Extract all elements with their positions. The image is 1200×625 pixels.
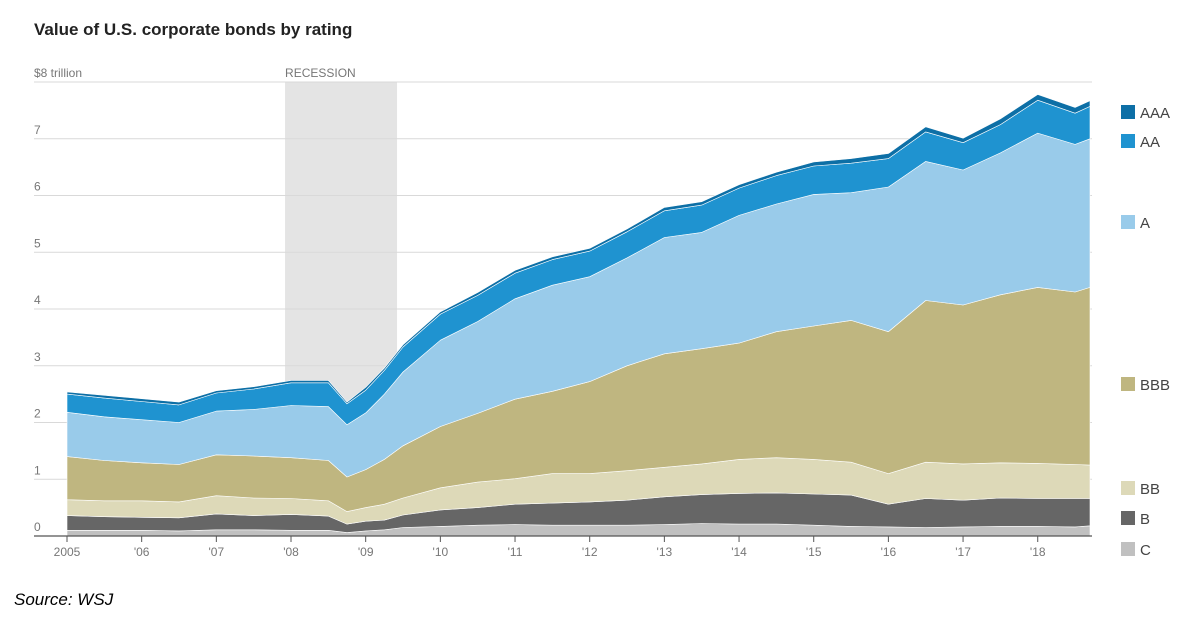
y-tick-label: 1 <box>34 463 41 477</box>
legend-label-bb: BB <box>1140 481 1160 498</box>
area-series-group <box>66 94 1091 537</box>
x-tick-label: '12 <box>582 545 598 559</box>
x-tick-label: '14 <box>731 545 747 559</box>
y-tick-label: 5 <box>34 236 41 250</box>
legend-label-bbb: BBB <box>1140 377 1170 394</box>
y-tick-label: 4 <box>34 293 41 307</box>
x-tick-label: '07 <box>209 545 225 559</box>
legend-swatch-b <box>1121 511 1135 525</box>
axes: 0 1 2 3 4 5 6 7 $8 trillion 2005 '06 '07 '08 '09 '10 '1… <box>34 66 1092 559</box>
y-tick-label: 6 <box>34 180 41 194</box>
legend-swatch-a <box>1121 215 1135 229</box>
area-series-aaa <box>66 94 1091 406</box>
x-tick-label: 2005 <box>54 545 81 559</box>
legend-swatch-aa <box>1121 134 1135 148</box>
y-tick-label: 0 <box>34 520 41 534</box>
legend-label-aaa: AAA <box>1140 105 1170 122</box>
legend-swatch-bbb <box>1121 377 1135 391</box>
x-tick-label: '06 <box>134 545 150 559</box>
x-tick-label: '15 <box>806 545 822 559</box>
y-tick-label: 7 <box>34 123 41 137</box>
y-tick-label: 3 <box>34 350 41 364</box>
legend-label-a: A <box>1140 215 1150 232</box>
y-tick-label: $8 trillion <box>34 66 82 80</box>
legend-label-c: C <box>1140 542 1151 559</box>
x-tick-label: '17 <box>955 545 971 559</box>
x-tick-label: '16 <box>881 545 897 559</box>
x-tick-label: '08 <box>283 545 299 559</box>
legend-label-aa: AA <box>1140 134 1160 151</box>
x-tick-label: '11 <box>508 545 523 559</box>
source-note: Source: WSJ <box>14 590 114 609</box>
legend-swatch-aaa <box>1121 105 1135 119</box>
legend-swatch-c <box>1121 542 1135 556</box>
legend-swatch-bb <box>1121 481 1135 495</box>
recession-label: RECESSION <box>285 66 356 80</box>
legend-label-b: B <box>1140 511 1150 528</box>
y-tick-label: 2 <box>34 407 41 421</box>
x-tick-label: '09 <box>358 545 374 559</box>
x-tick-label: '10 <box>433 545 449 559</box>
chart-title: Value of U.S. corporate bonds by rating <box>34 20 353 39</box>
x-tick-label: '18 <box>1030 545 1046 559</box>
x-tick-label: '13 <box>657 545 673 559</box>
